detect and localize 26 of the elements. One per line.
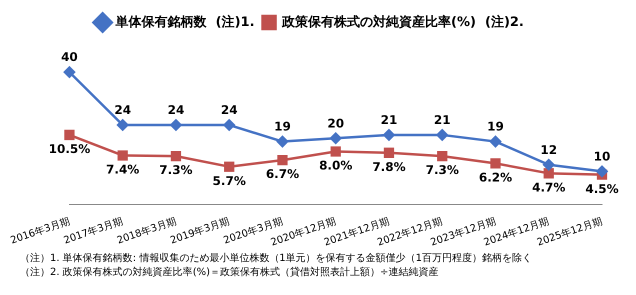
data-label: 12	[540, 142, 558, 157]
data-label: 7.8%	[372, 160, 406, 174]
legend-label: 政策保有株式の対純資産比率(%) (注)2.	[281, 14, 524, 30]
data-label: 7.3%	[159, 163, 193, 178]
data-label: 10	[594, 149, 610, 164]
data-label: 8.0%	[319, 158, 352, 173]
text: （注）2. 政策保有株式の対純資産比率(%)＝政策保有株式（貸借対照表計上額）÷連結純資産	[20, 266, 440, 280]
data-label: 21	[380, 113, 398, 128]
data-label: 4.5%	[585, 182, 619, 196]
data-label: 6.7%	[266, 167, 300, 182]
data-label: 24	[114, 103, 132, 118]
data-label: 4.7%	[532, 180, 566, 194]
data-label: 40	[61, 50, 78, 64]
legend-label: 単体保有銘柄数 (注)1.	[114, 14, 255, 30]
text: （注）1. 単体保有銘柄数: 情報収集のため最小単位株数（1単元）を保有する金額僅少（1百万円程度）銘柄を除く	[20, 252, 533, 266]
data-label: 20	[327, 116, 344, 130]
data-label: 6.2%	[478, 170, 512, 185]
data-label: 5.7%	[212, 174, 246, 188]
data-label: 19	[487, 120, 504, 134]
data-label: 7.4%	[106, 162, 140, 177]
data-label: 24	[168, 103, 184, 118]
data-label: 24	[220, 103, 238, 118]
data-label: 19	[274, 120, 291, 134]
data-label: 21	[434, 113, 451, 128]
data-label: 7.3%	[426, 163, 459, 178]
data-label: 10.5%	[48, 142, 90, 156]
